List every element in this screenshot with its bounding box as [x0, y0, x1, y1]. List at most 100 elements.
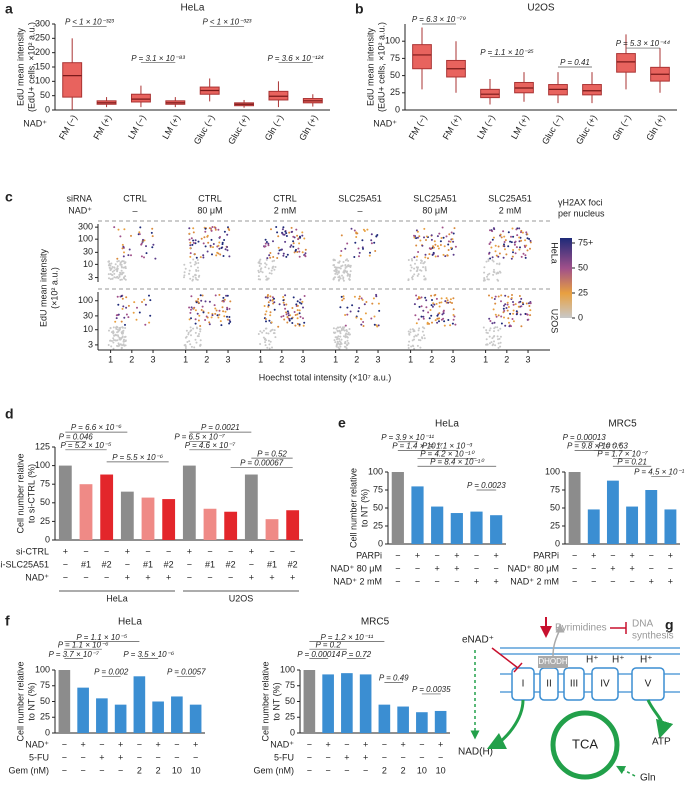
- cell-dot: [511, 318, 514, 320]
- cell-dot: [443, 320, 446, 323]
- cell-dot: [115, 339, 117, 342]
- cell-dot: [208, 323, 211, 326]
- y-tick-label: 100: [280, 664, 295, 674]
- cell-dot: [257, 278, 260, 281]
- x-tick-label: FM (+): [441, 113, 463, 141]
- cell-dot: [269, 252, 272, 254]
- row-cell: −: [174, 739, 179, 749]
- cell-dot: [130, 234, 132, 237]
- x-tick-label: Gluc (+): [574, 113, 599, 146]
- cell-dot: [199, 294, 202, 297]
- bar: [431, 506, 444, 544]
- column-sirna: CTRL: [198, 193, 222, 203]
- cell-dot: [261, 331, 264, 334]
- x-tick-label: 2: [279, 354, 284, 364]
- cell-dot: [519, 300, 522, 303]
- p-value: P = 0.00067: [240, 459, 284, 468]
- cell-dot: [188, 340, 191, 343]
- cell-dot: [513, 243, 516, 246]
- cell-dot: [271, 296, 274, 299]
- cell-dot: [348, 328, 351, 330]
- cell-dot: [117, 342, 120, 345]
- cell-dot: [488, 329, 491, 332]
- cell-dot: [370, 317, 373, 320]
- cell-dot: [210, 316, 213, 319]
- cell-dot: [509, 312, 512, 315]
- cell-dot: [300, 302, 303, 305]
- x-prefix: NAD⁺: [373, 118, 397, 128]
- cell-dot: [206, 234, 209, 237]
- cell-dot: [436, 245, 439, 248]
- cell-dot: [259, 270, 262, 273]
- cell-dot: [418, 305, 421, 308]
- cell-dot: [411, 328, 414, 331]
- cell-dot: [116, 295, 119, 298]
- bar: [490, 515, 503, 544]
- cell-dot: [336, 273, 339, 276]
- cell-dot: [506, 303, 509, 306]
- cell-dot: [410, 345, 413, 348]
- cell-dot: [183, 276, 185, 279]
- cell-dot: [346, 306, 349, 309]
- cell-dot: [450, 246, 453, 249]
- bar: [244, 474, 258, 540]
- cell-dot: [201, 294, 204, 297]
- cell-dot: [296, 304, 299, 307]
- cell-dot: [515, 246, 518, 249]
- row-cell: −: [419, 739, 424, 749]
- cell-dot: [341, 264, 344, 267]
- cell-dot: [298, 309, 301, 312]
- p-value: P = 1.7 × 10⁻⁷: [597, 449, 649, 458]
- cell-dot: [342, 277, 345, 280]
- cell-dot: [485, 343, 488, 346]
- cell-dot: [527, 318, 530, 321]
- cell-dot: [119, 271, 121, 274]
- y-axis-label: to NT (%): [26, 682, 36, 720]
- cell-dot: [337, 342, 340, 345]
- cell-dot: [336, 340, 339, 343]
- cell-dot: [417, 297, 420, 300]
- cell-dot: [525, 244, 528, 247]
- cell-dot: [257, 275, 260, 278]
- cell-dot: [365, 301, 368, 303]
- row-cell: +: [474, 576, 479, 586]
- cell-dot: [492, 335, 495, 338]
- cell-dot: [260, 262, 262, 265]
- cell-dot: [516, 234, 519, 237]
- box: [130, 93, 151, 103]
- cell-dot: [495, 254, 498, 257]
- cell-dot: [342, 271, 345, 274]
- row-cell: −: [325, 752, 330, 762]
- cell-dot: [349, 310, 352, 313]
- cell-dot: [124, 323, 126, 326]
- cell-dot: [190, 345, 193, 348]
- cell-dot: [226, 318, 229, 321]
- cell-dot: [116, 267, 119, 270]
- cell-dot: [119, 263, 122, 266]
- cell-dot: [525, 313, 528, 316]
- cell-dot: [338, 278, 341, 281]
- row-cell: −: [363, 765, 368, 775]
- cell-dot: [291, 307, 294, 309]
- cell-dot: [190, 308, 192, 311]
- cell-dot: [335, 271, 338, 274]
- cell-dot: [337, 266, 340, 269]
- x-tick-label: FM (+): [91, 113, 113, 141]
- cell-dot: [346, 339, 349, 342]
- cell-dot: [423, 236, 425, 239]
- cell-dot: [526, 233, 529, 236]
- bar: [114, 704, 127, 733]
- cell-dot: [409, 264, 412, 267]
- cell-dot: [222, 255, 225, 257]
- cell-dot: [453, 315, 456, 318]
- cell-dot: [112, 337, 115, 340]
- cell-dot: [436, 317, 439, 320]
- cell-dot: [495, 315, 498, 318]
- cell-dot: [358, 295, 361, 298]
- cell-dot: [211, 226, 214, 228]
- cell-dot: [124, 327, 127, 329]
- cell-dot: [415, 237, 418, 240]
- cell-dot: [264, 296, 267, 299]
- row-cell: −: [474, 550, 479, 560]
- cell-dot: [498, 252, 501, 255]
